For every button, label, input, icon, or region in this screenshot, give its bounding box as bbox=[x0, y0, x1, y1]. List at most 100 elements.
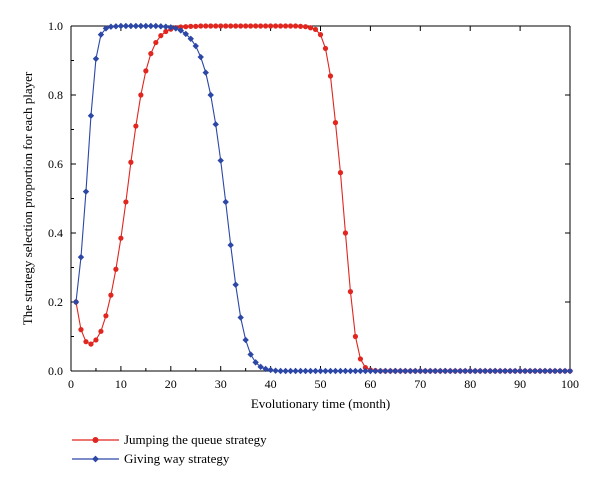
data-point bbox=[142, 22, 150, 30]
data-point bbox=[352, 367, 359, 375]
x-tick-label: 30 bbox=[215, 377, 227, 391]
data-point bbox=[268, 23, 274, 29]
data-point bbox=[467, 367, 474, 375]
data-point bbox=[208, 23, 214, 29]
legend-marker-diamond-icon bbox=[92, 455, 99, 463]
data-point bbox=[108, 292, 114, 298]
data-point bbox=[322, 367, 329, 375]
legend-marker-circle-icon bbox=[92, 437, 99, 443]
series bbox=[72, 22, 574, 375]
data-point bbox=[128, 159, 134, 165]
data-point bbox=[263, 23, 269, 29]
data-point bbox=[232, 281, 239, 288]
series-giving-way bbox=[72, 22, 574, 375]
data-point bbox=[337, 367, 344, 375]
data-point bbox=[297, 367, 304, 375]
data-point bbox=[372, 367, 379, 375]
data-point bbox=[157, 23, 165, 30]
data-point bbox=[223, 23, 229, 29]
y-tick-label: 0.8 bbox=[48, 88, 63, 102]
data-point bbox=[546, 367, 554, 375]
data-point bbox=[437, 367, 444, 375]
data-point bbox=[143, 68, 149, 74]
data-point bbox=[252, 359, 259, 366]
data-point bbox=[342, 230, 349, 236]
x-tick-label: 80 bbox=[464, 377, 476, 391]
x-tick-label: 20 bbox=[165, 377, 177, 391]
data-point bbox=[213, 23, 219, 29]
data-point bbox=[97, 31, 105, 38]
data-point bbox=[287, 367, 294, 375]
data-point bbox=[202, 69, 209, 76]
data-point bbox=[561, 367, 569, 375]
data-point bbox=[407, 367, 414, 375]
data-point bbox=[233, 23, 239, 29]
y-tick-label: 0.2 bbox=[48, 295, 63, 309]
data-point bbox=[412, 367, 419, 375]
data-point bbox=[297, 23, 304, 29]
data-point bbox=[82, 188, 90, 195]
axes bbox=[70, 25, 571, 372]
x-axis-title: Evolutionary time (month) bbox=[251, 396, 390, 411]
data-point bbox=[217, 157, 224, 164]
data-point bbox=[486, 367, 494, 375]
data-point bbox=[107, 23, 115, 30]
data-point bbox=[352, 333, 359, 340]
data-point bbox=[317, 367, 324, 375]
data-point bbox=[397, 367, 404, 375]
data-point bbox=[112, 23, 120, 30]
data-point bbox=[452, 367, 459, 375]
data-point bbox=[521, 367, 529, 375]
data-point bbox=[387, 367, 394, 375]
data-point bbox=[183, 24, 189, 30]
data-point bbox=[158, 33, 164, 39]
data-point bbox=[422, 367, 429, 375]
data-point bbox=[222, 198, 229, 206]
x-tick-label: 70 bbox=[414, 377, 426, 391]
data-point bbox=[117, 22, 125, 30]
data-point bbox=[227, 241, 234, 249]
data-point bbox=[218, 23, 224, 29]
x-tick-label: 10 bbox=[115, 377, 127, 391]
data-point bbox=[123, 199, 129, 205]
data-point bbox=[152, 22, 160, 30]
legend-item-giving-way: Giving way strategy bbox=[72, 451, 230, 466]
data-point bbox=[312, 367, 319, 375]
data-point bbox=[476, 367, 484, 375]
data-point bbox=[506, 367, 514, 375]
data-point bbox=[322, 45, 329, 52]
data-point bbox=[207, 91, 214, 99]
data-point bbox=[258, 23, 264, 29]
data-point bbox=[163, 28, 169, 35]
data-point bbox=[182, 30, 189, 38]
data-point bbox=[442, 367, 449, 375]
data-point bbox=[122, 22, 130, 30]
data-point bbox=[113, 266, 119, 272]
data-point bbox=[282, 23, 289, 29]
data-point bbox=[147, 22, 155, 30]
data-point bbox=[148, 51, 154, 57]
data-point bbox=[347, 289, 354, 295]
data-point bbox=[197, 53, 204, 61]
y-tick-label: 0.6 bbox=[48, 157, 63, 171]
data-point bbox=[337, 170, 344, 176]
data-point bbox=[98, 328, 104, 334]
data-point bbox=[282, 367, 289, 375]
data-point bbox=[102, 25, 110, 32]
data-point bbox=[357, 367, 364, 375]
data-point bbox=[243, 23, 249, 29]
data-point bbox=[357, 356, 364, 362]
data-point bbox=[362, 364, 369, 371]
data-point bbox=[72, 298, 80, 306]
data-point bbox=[167, 24, 174, 31]
data-point bbox=[362, 367, 369, 375]
data-point bbox=[92, 55, 100, 62]
data-point bbox=[307, 367, 314, 375]
data-point bbox=[237, 314, 244, 321]
data-point bbox=[491, 367, 499, 375]
legend-item-jumping: Jumping the queue strategy bbox=[72, 432, 267, 447]
data-point bbox=[292, 23, 299, 29]
data-point bbox=[177, 27, 184, 34]
data-point bbox=[248, 23, 254, 29]
data-point bbox=[302, 24, 309, 30]
